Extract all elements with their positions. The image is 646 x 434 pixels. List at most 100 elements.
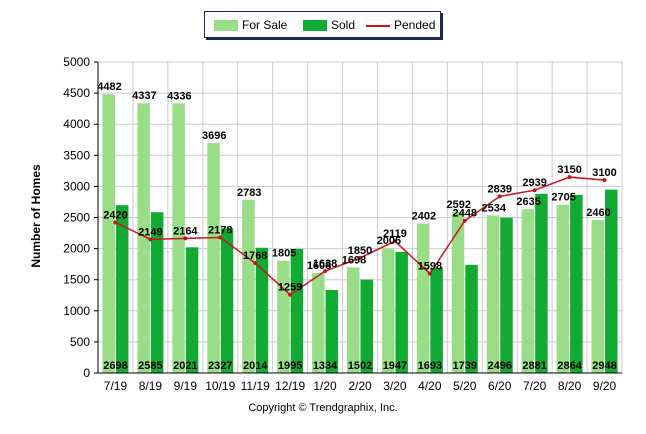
y-tick-label: 4500 xyxy=(63,86,90,100)
x-tick-label: 6/20 xyxy=(488,379,512,393)
label-sold: 1334 xyxy=(313,360,338,372)
label-for-sale: 4482 xyxy=(97,81,121,93)
pended-point xyxy=(358,255,362,260)
label-pended: 2178 xyxy=(208,225,232,237)
bar-sold xyxy=(115,205,129,373)
copyright-text: Copyright © Trendgraphix, Inc. xyxy=(248,402,398,414)
y-tick-label: 1500 xyxy=(63,273,90,287)
label-for-sale: 1805 xyxy=(272,248,296,260)
pended-point xyxy=(288,292,293,297)
bar-sold xyxy=(220,228,234,373)
bar-sold xyxy=(395,251,408,373)
y-tick-label: 1000 xyxy=(63,304,90,318)
bar-for-sale xyxy=(451,211,465,373)
label-pended: 2149 xyxy=(138,226,162,238)
label-for-sale: 4337 xyxy=(132,90,156,102)
label-pended: 1768 xyxy=(243,250,267,262)
bar-sold xyxy=(290,248,304,373)
pended-point xyxy=(462,218,467,223)
label-pended: 1259 xyxy=(278,282,302,294)
pended-point xyxy=(497,194,502,199)
legend-for-sale-swatch xyxy=(214,20,238,31)
label-pended: 2448 xyxy=(453,208,477,220)
bar-for-sale xyxy=(556,204,570,373)
label-pended: 3100 xyxy=(592,167,616,179)
bar-for-sale xyxy=(102,94,115,373)
label-pended: 1850 xyxy=(348,245,372,257)
bars xyxy=(102,94,618,374)
pended-point xyxy=(183,236,188,241)
label-for-sale: 2534 xyxy=(481,202,506,214)
y-axis-label: Number of Homes xyxy=(29,164,43,268)
legend-for-sale-label: For Sale xyxy=(242,18,288,32)
bar-for-sale xyxy=(347,267,360,373)
label-sold: 1502 xyxy=(348,360,372,372)
label-sold: 1995 xyxy=(278,360,302,372)
x-tick-label: 8/20 xyxy=(558,379,582,393)
legend-sold-label: Sold xyxy=(331,18,356,32)
label-for-sale: 2783 xyxy=(237,187,261,199)
y-tick-label: 3000 xyxy=(63,179,90,193)
bar-for-sale xyxy=(242,199,255,373)
label-sold: 2327 xyxy=(208,360,232,372)
x-tick-label: 9/19 xyxy=(174,379,198,393)
y-tick-label: 2500 xyxy=(63,211,90,225)
bar-for-sale xyxy=(486,215,500,373)
bar-for-sale xyxy=(312,272,325,373)
bar-for-sale xyxy=(381,248,395,373)
bar-for-sale xyxy=(591,219,605,373)
pended-point xyxy=(602,178,607,183)
label-for-sale: 2402 xyxy=(412,211,436,223)
x-tick-label: 9/20 xyxy=(593,379,617,393)
bar-sold xyxy=(325,290,339,373)
x-tick-label: 1/20 xyxy=(313,379,337,393)
label-pended: 1598 xyxy=(418,261,442,273)
x-tick-label: 8/19 xyxy=(139,379,163,393)
label-for-sale: 1698 xyxy=(342,254,366,266)
x-tick-label: 10/19 xyxy=(205,379,235,393)
pended-point xyxy=(148,237,153,242)
label-for-sale: 4336 xyxy=(167,90,191,102)
x-tick-label: 11/19 xyxy=(241,379,270,393)
x-tick-label: 7/20 xyxy=(523,379,547,393)
label-pended: 3150 xyxy=(557,164,581,176)
data-labels: 4482 4337 4336 3696 2783 1805 1608 1698 2006 2402… xyxy=(97,81,617,372)
label-sold: 2585 xyxy=(138,360,162,372)
bar-sold xyxy=(500,217,513,373)
bar-sold xyxy=(255,247,269,373)
y-tick-label: 5000 xyxy=(63,55,90,69)
x-tick-label: 7/19 xyxy=(104,379,128,393)
legend-sold-swatch xyxy=(303,20,327,31)
axes: 0 500 1000 1500 2000 2500 3000 3500 4000 4500 5000… xyxy=(63,55,622,393)
x-tick-label: 4/20 xyxy=(418,379,442,393)
pended-point xyxy=(392,239,397,244)
label-pended: 2119 xyxy=(383,228,407,240)
pended-line xyxy=(113,175,607,297)
legend-pended-label: Pended xyxy=(394,18,436,32)
legend: For Sale Sold Pended xyxy=(204,11,441,38)
bar-for-sale xyxy=(137,103,150,374)
label-sold: 2948 xyxy=(592,360,616,372)
label-for-sale: 2705 xyxy=(551,192,575,204)
y-tick-label: 2000 xyxy=(63,242,90,256)
bar-for-sale xyxy=(521,209,535,373)
pended-point xyxy=(253,261,258,266)
y-tick-label: 4000 xyxy=(63,117,90,131)
bar-sold xyxy=(570,194,583,373)
label-for-sale: 2635 xyxy=(516,196,540,208)
x-tick-label: 12/19 xyxy=(275,379,305,393)
bar-for-sale xyxy=(277,260,290,373)
label-sold: 2864 xyxy=(557,360,582,372)
y-tick-label: 0 xyxy=(83,366,90,380)
label-pended: 2420 xyxy=(103,209,127,221)
pended-point xyxy=(323,269,328,274)
label-sold: 1947 xyxy=(383,360,407,372)
bar-sold xyxy=(535,193,548,373)
y-tick-label: 3500 xyxy=(63,148,90,162)
pended-point xyxy=(427,271,432,276)
bar-sold xyxy=(150,212,164,373)
y-tick-label: 500 xyxy=(70,335,90,349)
label-for-sale: 3696 xyxy=(202,130,226,142)
label-for-sale: 2006 xyxy=(377,235,401,247)
